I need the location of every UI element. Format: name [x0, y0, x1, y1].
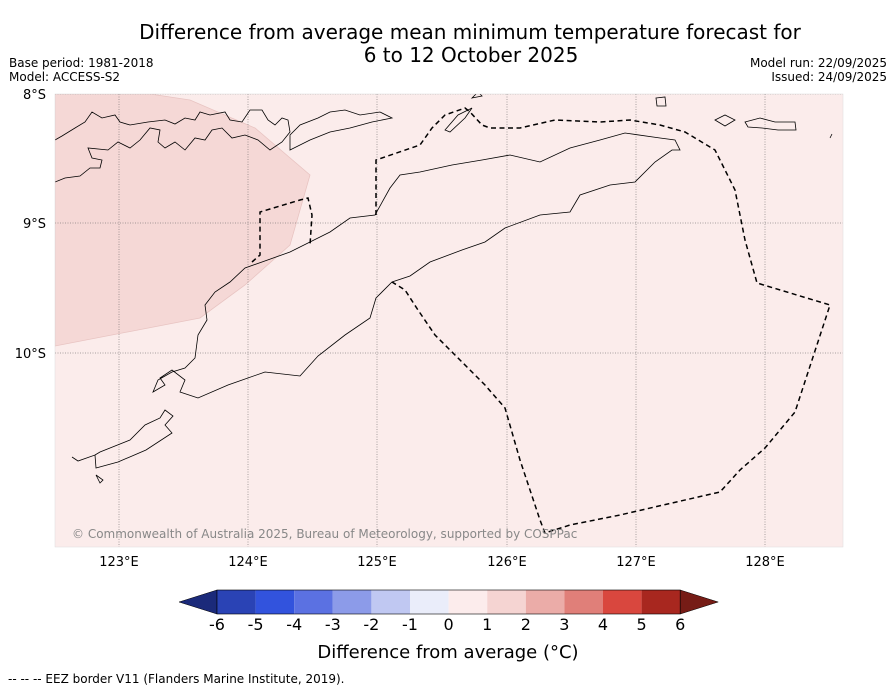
colorbar-tick-label: -1	[402, 615, 418, 634]
model-label: Model: ACCESS-S2	[9, 70, 121, 84]
colorbar-tick-label: -3	[324, 615, 341, 634]
colorbar-extend-high	[679, 589, 720, 615]
lat-label-9s: 9°S	[23, 217, 46, 232]
colorbar-bin	[525, 590, 565, 614]
longitude-labels: 123°E 124°E 125°E 126°E 127°E 128°E	[99, 555, 785, 570]
colorbar-tick-label: 6	[675, 615, 686, 634]
lon-label-124e: 124°E	[228, 555, 268, 570]
lat-label-10s: 10°S	[15, 347, 46, 362]
colorbar-bin	[641, 590, 681, 614]
colorbar-bin	[294, 590, 333, 614]
small-island-coastline	[744, 117, 797, 131]
latitude-labels: 8°S 9°S 10°S	[15, 88, 46, 362]
eez-borders	[251, 107, 831, 534]
colorbar-bin	[371, 590, 410, 614]
alor-island-coastline	[289, 109, 394, 151]
small-island-coastline	[829, 133, 833, 139]
colorbar-tick-label: 1	[482, 615, 493, 634]
colorbar-bin	[487, 590, 526, 614]
small-island-coastline	[655, 96, 667, 107]
model-run-label: Model run: 22/09/2025	[749, 56, 887, 70]
colorbar-tick-label: -6	[209, 615, 225, 634]
colorbar-outline	[216, 589, 681, 615]
copyright-text: © Commonwealth of Australia 2025, Bureau…	[72, 527, 577, 541]
lon-label-126e: 126°E	[487, 555, 527, 570]
colorbar-tick-label: 5	[636, 615, 647, 634]
rote-island-coastline	[71, 409, 174, 469]
base-period-label: Base period: 1981-2018	[9, 56, 154, 70]
gridlines	[55, 94, 843, 547]
colorbar-tick-label: 4	[597, 615, 609, 634]
map-panel: © Commonwealth of Australia 2025, Bureau…	[54, 93, 844, 548]
small-island-coastline	[470, 94, 483, 99]
small-island-coastline	[95, 474, 104, 484]
northern-islands-coastline	[55, 109, 291, 183]
eez-border-timor-leste	[375, 107, 831, 534]
eez-legend: -- -- -- EEZ border V11 (Flanders Marine…	[8, 672, 345, 686]
eez-border-oecusse	[251, 197, 313, 263]
colorbar-label: Difference from average (°C)	[317, 642, 579, 663]
colorbar-bin	[255, 590, 295, 614]
colorbar-tick-label: -2	[363, 615, 380, 634]
colorbar-tick-label: -5	[247, 615, 264, 634]
map-frame	[54, 93, 844, 548]
colorbar-bin	[332, 590, 372, 614]
title-line1: Difference from average mean minimum tem…	[139, 20, 801, 44]
lon-label-128e: 128°E	[745, 555, 785, 570]
colorbar-tick-label: 0	[443, 615, 454, 634]
timor-island-coastline	[152, 132, 681, 399]
colorbar-bin	[448, 590, 488, 614]
colorbar-bin	[410, 590, 449, 614]
lon-label-127e: 127°E	[616, 555, 656, 570]
colorbar	[178, 589, 720, 615]
colorbar-tick-label: 3	[559, 615, 570, 634]
lat-label-8s: 8°S	[23, 88, 46, 103]
wetar-island-coastline	[444, 107, 473, 133]
colorbar-extend-low	[178, 589, 218, 615]
colorbar-bin	[603, 590, 642, 614]
colorbar-tick-label: -4	[286, 615, 303, 634]
colorbar-bin	[564, 590, 603, 614]
lon-label-125e: 125°E	[357, 555, 397, 570]
small-island-coastline	[714, 114, 736, 127]
lon-label-123e: 123°E	[99, 555, 139, 570]
coastlines	[55, 94, 833, 484]
issued-label: Issued: 24/09/2025	[771, 70, 887, 84]
colorbar-tick-label: 2	[520, 615, 531, 634]
colorbar-bin	[217, 590, 256, 614]
title-line2: 6 to 12 October 2025	[363, 43, 579, 67]
